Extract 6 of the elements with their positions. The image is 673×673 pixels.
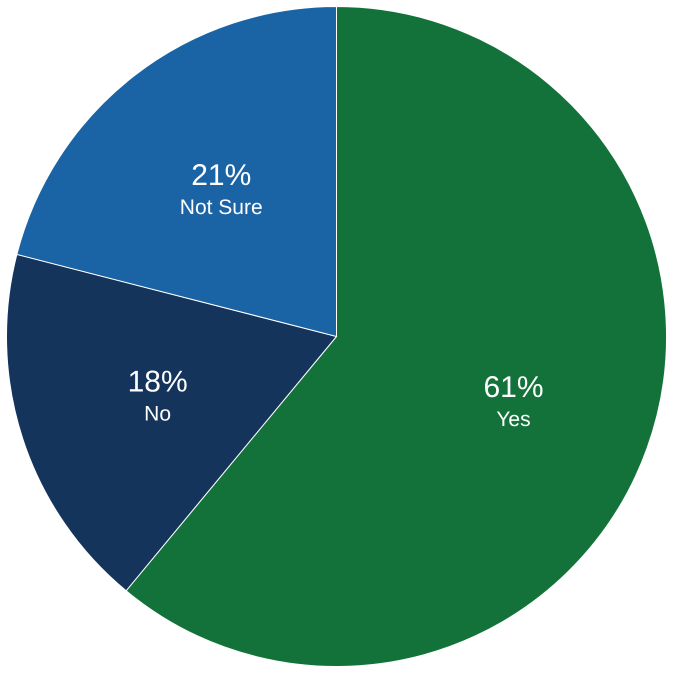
slice-label: No [144,402,172,426]
data-label: 21% [191,158,252,192]
data-label: 61% [483,371,544,404]
slice-label: Not Sure [180,196,263,219]
slice-label: Yes [496,408,531,432]
data-label: 18% [128,366,188,399]
